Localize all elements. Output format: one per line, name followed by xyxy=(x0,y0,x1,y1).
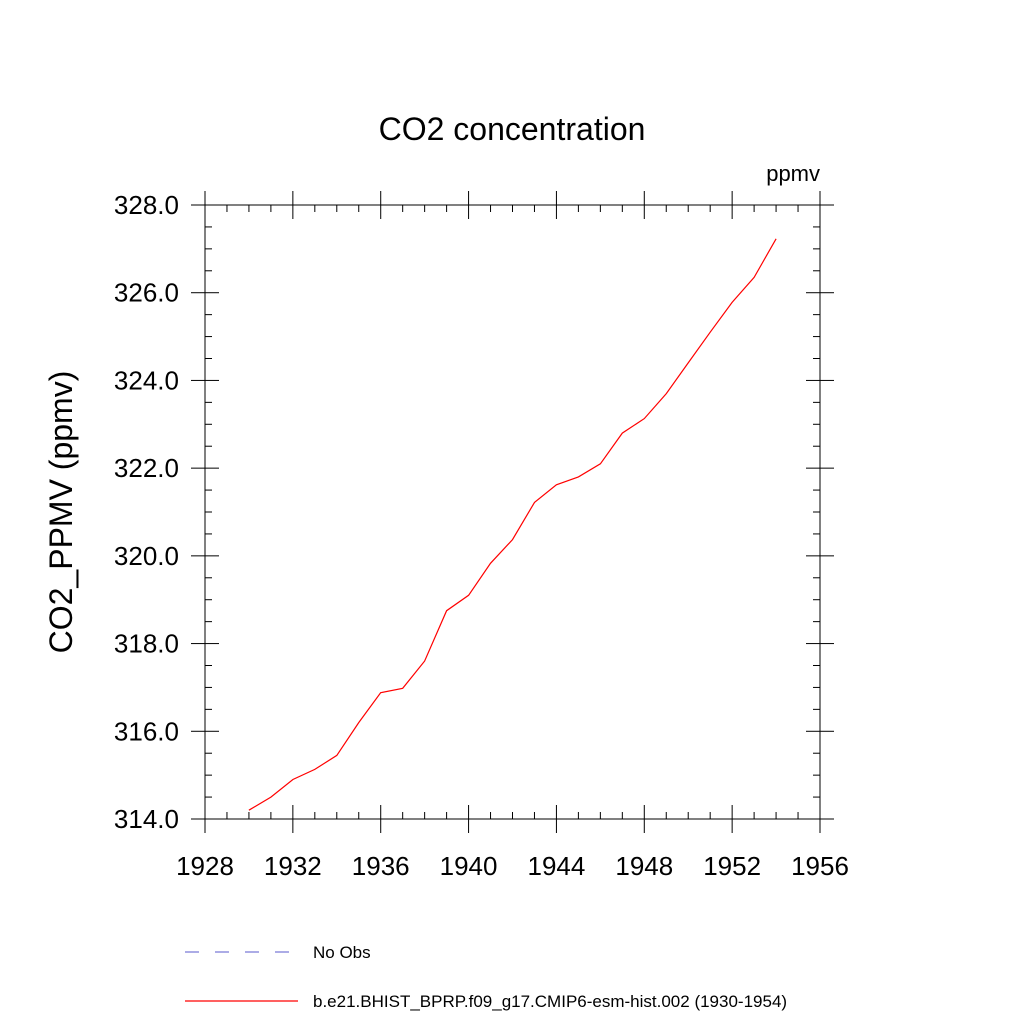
y-tick-label: 316.0 xyxy=(114,716,179,746)
legend-label-1: b.e21.BHIST_BPRP.f09_g17.CMIP6-esm-hist.… xyxy=(313,992,787,1011)
x-tick-label: 1956 xyxy=(791,851,849,881)
x-tick-label: 1952 xyxy=(703,851,761,881)
y-tick-label: 324.0 xyxy=(114,365,179,395)
legend-label-0: No Obs xyxy=(313,943,371,962)
axes: 1928 1932 1936 1940 1944 1948 1952 1956 314.0 316… xyxy=(114,190,849,881)
x-tick-label: 1928 xyxy=(176,851,234,881)
series-layer xyxy=(248,238,777,811)
x-tick-label: 1936 xyxy=(352,851,410,881)
x-tick-label: 1940 xyxy=(440,851,498,881)
units-label: ppmv xyxy=(766,161,820,186)
x-tick-label: 1932 xyxy=(264,851,322,881)
y-axis-label: CO2_PPMV (ppmv) xyxy=(43,371,79,654)
series-line-1 xyxy=(248,238,777,811)
y-tick-label: 328.0 xyxy=(114,190,179,220)
legend: No Obs b.e21.BHIST_BPRP.f09_g17.CMIP6-esm… xyxy=(185,943,787,1011)
y-tick-label: 318.0 xyxy=(114,629,179,659)
y-tick-label: 326.0 xyxy=(114,278,179,308)
x-tick-label: 1948 xyxy=(615,851,673,881)
y-tick-label: 320.0 xyxy=(114,541,179,571)
y-tick-label: 322.0 xyxy=(114,453,179,483)
plot-frame xyxy=(204,204,821,820)
x-tick-label: 1944 xyxy=(528,851,586,881)
chart-title: CO2 concentration xyxy=(379,111,646,147)
y-tick-label: 314.0 xyxy=(114,804,179,834)
